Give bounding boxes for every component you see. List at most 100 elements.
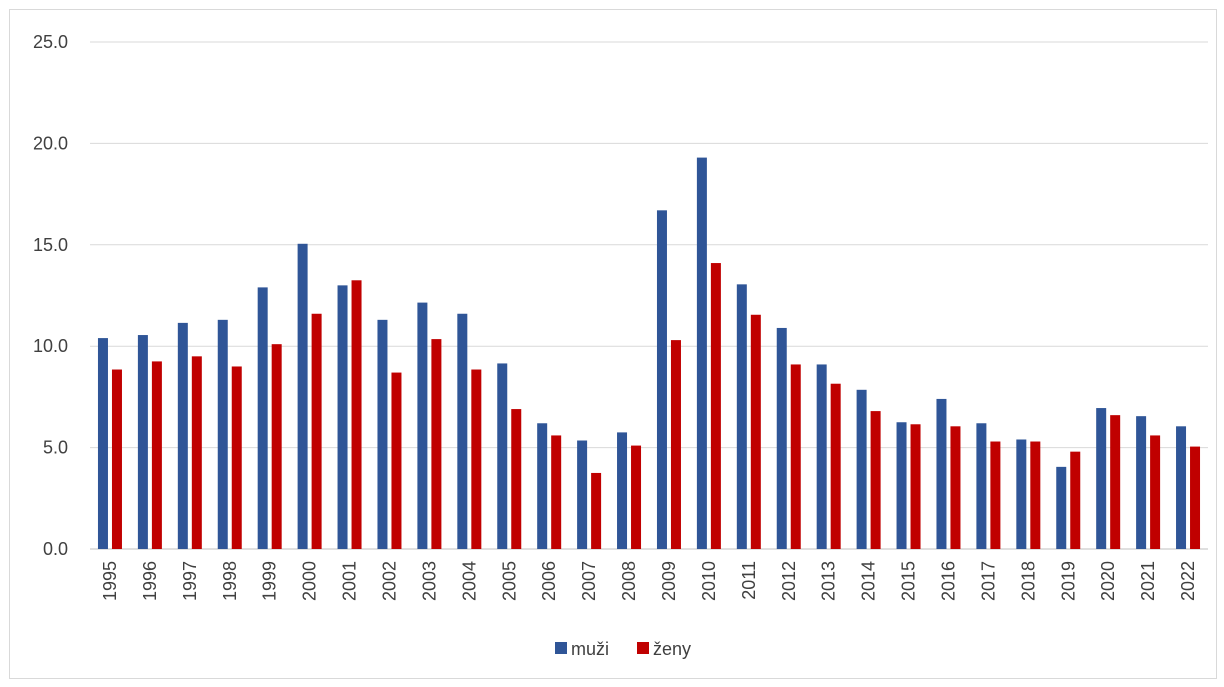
x-tick-label: 2018 xyxy=(1018,561,1038,601)
bar-zeny-2008 xyxy=(631,445,642,549)
bar-zeny-2015 xyxy=(910,424,921,549)
x-tick-label: 1995 xyxy=(100,561,120,601)
bar-muzi-2014 xyxy=(856,389,867,549)
bar-muzi-2022 xyxy=(1176,426,1187,549)
x-tick-label: 2017 xyxy=(978,561,998,601)
bar-muzi-2017 xyxy=(976,423,987,549)
legend-label-muzi: muži xyxy=(571,639,609,659)
bar-muzi-2011 xyxy=(736,284,747,549)
bar-zeny-2010 xyxy=(710,263,721,549)
bar-zeny-2007 xyxy=(591,472,602,549)
bar-zeny-2001 xyxy=(351,280,362,549)
bar-muzi-2003 xyxy=(417,302,428,549)
bar-muzi-2021 xyxy=(1136,416,1147,549)
bar-muzi-2012 xyxy=(776,327,787,549)
bar-muzi-2020 xyxy=(1096,408,1107,549)
bar-muzi-1999 xyxy=(257,287,268,549)
bar-muzi-2006 xyxy=(537,423,548,549)
bar-muzi-1997 xyxy=(177,322,188,549)
chart-frame xyxy=(9,9,1217,679)
bar-muzi-1995 xyxy=(97,338,108,549)
bar-zeny-2021 xyxy=(1150,435,1161,549)
bar-zeny-2013 xyxy=(830,383,841,549)
bar-muzi-2018 xyxy=(1016,439,1027,549)
bar-muzi-2013 xyxy=(816,364,827,549)
bar-zeny-1998 xyxy=(231,366,242,549)
bar-zeny-2011 xyxy=(750,314,761,549)
x-tick-label: 2019 xyxy=(1058,561,1078,601)
bar-zeny-2000 xyxy=(311,313,322,549)
bar-zeny-2019 xyxy=(1070,451,1081,549)
bar-muzi-2009 xyxy=(656,210,667,549)
legend-swatch-muzi xyxy=(555,642,567,654)
y-tick-label: 25.0 xyxy=(33,32,68,52)
x-tick-label: 2020 xyxy=(1098,561,1118,601)
x-tick-label: 2009 xyxy=(659,561,679,601)
y-tick-label: 10.0 xyxy=(33,336,68,356)
bar-zeny-2002 xyxy=(391,372,402,549)
bar-zeny-2017 xyxy=(990,441,1001,549)
bar-muzi-2005 xyxy=(497,363,508,549)
legend-swatch-zeny xyxy=(637,642,649,654)
x-tick-label: 2005 xyxy=(499,561,519,601)
legend: muži ženy xyxy=(555,639,691,659)
bar-muzi-2019 xyxy=(1056,466,1067,549)
bar-zeny-2006 xyxy=(551,435,562,549)
bar-zeny-2014 xyxy=(870,411,881,549)
x-tick-label: 2022 xyxy=(1178,561,1198,601)
bar-muzi-2001 xyxy=(337,285,348,549)
legend-label-zeny: ženy xyxy=(653,639,691,659)
x-tick-label: 1997 xyxy=(180,561,200,601)
x-axis: 1995 1996 1997 1998 1999 2000 2001 2002 2003 2004… xyxy=(100,561,1198,601)
bar-muzi-2016 xyxy=(936,398,947,549)
x-tick-label: 2012 xyxy=(779,561,799,601)
x-tick-label: 2011 xyxy=(739,561,759,600)
bar-zeny-1995 xyxy=(111,369,122,549)
x-tick-label: 1999 xyxy=(260,561,280,601)
x-tick-label: 2008 xyxy=(619,561,639,601)
x-tick-label: 2003 xyxy=(419,561,439,601)
bar-muzi-2000 xyxy=(297,243,308,549)
x-tick-label: 2013 xyxy=(819,561,839,601)
bar-zeny-2012 xyxy=(790,364,801,549)
x-tick-label: 1998 xyxy=(220,561,240,601)
x-tick-label: 2016 xyxy=(938,561,958,601)
y-tick-label: 5.0 xyxy=(43,438,68,458)
y-tick-label: 15.0 xyxy=(33,235,68,255)
x-tick-label: 2002 xyxy=(379,561,399,601)
y-tick-label: 20.0 xyxy=(33,133,68,153)
bar-zeny-1996 xyxy=(151,361,162,549)
bar-zeny-2003 xyxy=(431,339,442,549)
x-tick-label: 2006 xyxy=(539,561,559,601)
bar-muzi-2007 xyxy=(577,440,588,549)
x-tick-label: 2015 xyxy=(899,561,919,601)
bar-muzi-2004 xyxy=(457,313,468,549)
x-tick-label: 2000 xyxy=(300,561,320,601)
x-tick-label: 2021 xyxy=(1138,561,1158,601)
y-axis: 0.0 5.0 10.0 15.0 20.0 25.0 xyxy=(33,32,68,559)
x-tick-label: 2001 xyxy=(340,561,360,601)
bar-zeny-2009 xyxy=(670,340,681,549)
x-tick-label: 2010 xyxy=(699,561,719,601)
bar-zeny-2004 xyxy=(471,369,482,549)
bar-zeny-2020 xyxy=(1110,415,1121,549)
bars xyxy=(97,157,1201,549)
bar-muzi-1998 xyxy=(217,319,228,549)
bar-zeny-2022 xyxy=(1190,446,1201,549)
bar-muzi-2008 xyxy=(617,432,628,549)
x-tick-label: 1996 xyxy=(140,561,160,601)
bar-muzi-2002 xyxy=(377,319,388,549)
x-tick-label: 2014 xyxy=(859,561,879,601)
bar-zeny-2005 xyxy=(511,409,522,549)
bar-zeny-2016 xyxy=(950,426,961,549)
y-tick-label: 0.0 xyxy=(43,539,68,559)
bar-muzi-2010 xyxy=(696,157,707,549)
bar-muzi-2015 xyxy=(896,422,907,549)
x-tick-label: 2007 xyxy=(579,561,599,601)
bar-zeny-1997 xyxy=(191,356,202,549)
x-tick-label: 2004 xyxy=(459,561,479,601)
bar-zeny-2018 xyxy=(1030,441,1041,549)
bar-zeny-1999 xyxy=(271,344,282,549)
bar-muzi-1996 xyxy=(137,335,148,549)
